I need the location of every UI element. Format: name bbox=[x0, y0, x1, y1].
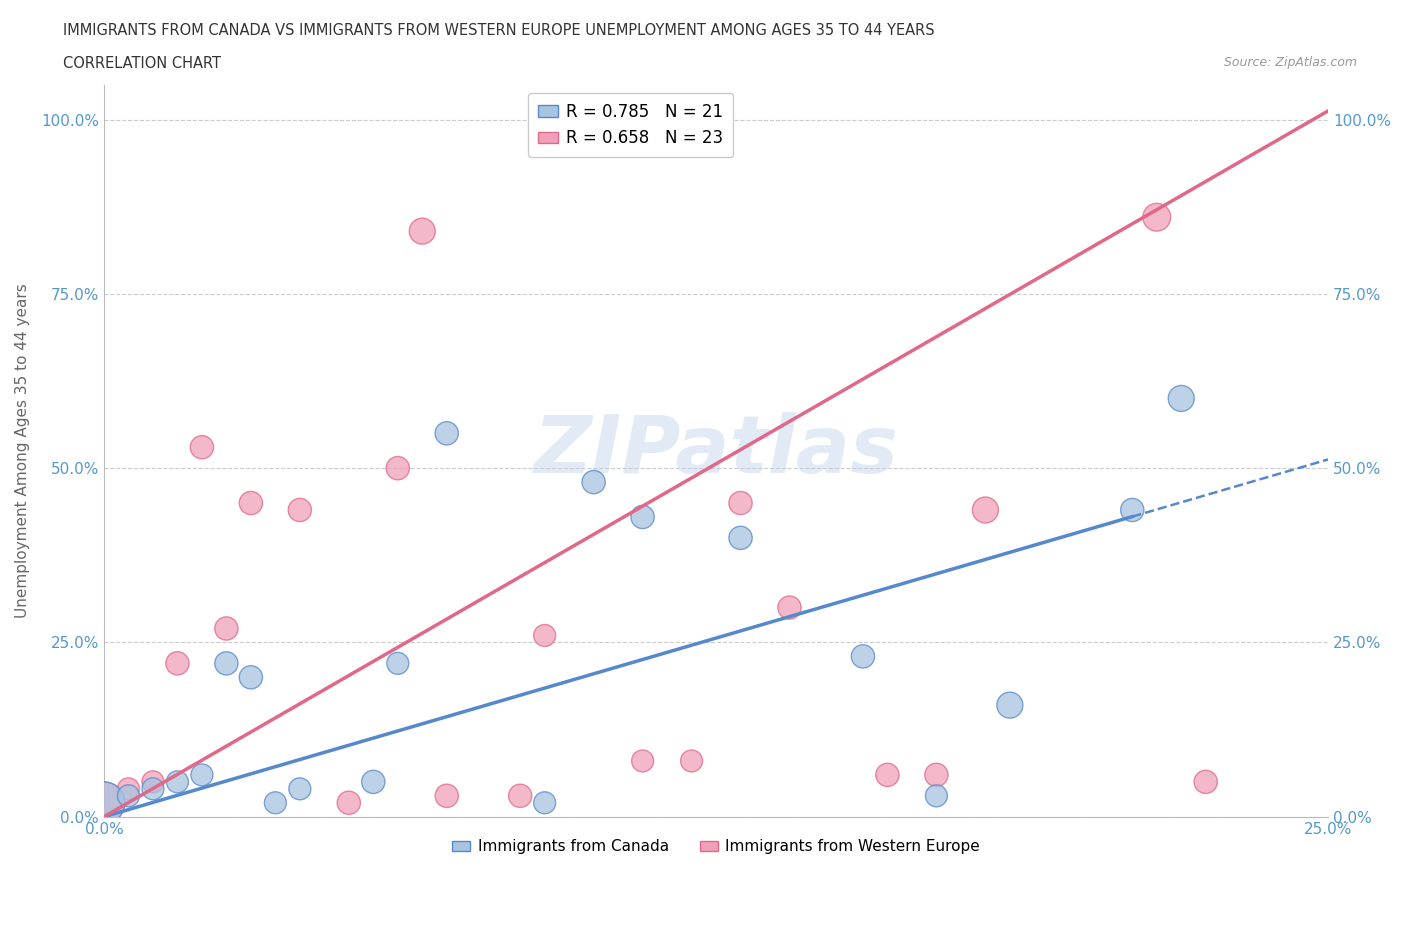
Point bbox=[998, 698, 1021, 712]
Point bbox=[166, 656, 188, 671]
Point bbox=[117, 781, 139, 796]
Legend: Immigrants from Canada, Immigrants from Western Europe: Immigrants from Canada, Immigrants from … bbox=[446, 833, 987, 860]
Point bbox=[142, 775, 165, 790]
Point bbox=[239, 670, 262, 684]
Point bbox=[387, 656, 409, 671]
Point bbox=[117, 789, 139, 804]
Point bbox=[852, 649, 875, 664]
Point bbox=[509, 789, 531, 804]
Point bbox=[974, 502, 997, 517]
Point bbox=[191, 440, 214, 455]
Point bbox=[93, 795, 115, 810]
Point bbox=[730, 530, 752, 545]
Point bbox=[925, 789, 948, 804]
Point bbox=[730, 496, 752, 511]
Point bbox=[876, 767, 898, 782]
Point bbox=[288, 502, 311, 517]
Point bbox=[361, 775, 384, 790]
Point bbox=[387, 460, 409, 475]
Point bbox=[166, 775, 188, 790]
Text: CORRELATION CHART: CORRELATION CHART bbox=[63, 56, 221, 71]
Point bbox=[1195, 775, 1218, 790]
Point bbox=[215, 656, 238, 671]
Point bbox=[631, 753, 654, 768]
Point bbox=[191, 767, 214, 782]
Point bbox=[239, 496, 262, 511]
Y-axis label: Unemployment Among Ages 35 to 44 years: Unemployment Among Ages 35 to 44 years bbox=[15, 284, 30, 618]
Point bbox=[142, 781, 165, 796]
Point bbox=[93, 795, 115, 810]
Point bbox=[533, 628, 555, 643]
Text: IMMIGRANTS FROM CANADA VS IMMIGRANTS FROM WESTERN EUROPE UNEMPLOYMENT AMONG AGES: IMMIGRANTS FROM CANADA VS IMMIGRANTS FRO… bbox=[63, 23, 935, 38]
Point bbox=[533, 795, 555, 810]
Point bbox=[779, 600, 801, 615]
Text: Source: ZipAtlas.com: Source: ZipAtlas.com bbox=[1223, 56, 1357, 69]
Text: ZIPatlas: ZIPatlas bbox=[533, 412, 898, 490]
Point bbox=[1170, 391, 1192, 405]
Point bbox=[288, 781, 311, 796]
Point bbox=[264, 795, 287, 810]
Point bbox=[337, 795, 360, 810]
Point bbox=[925, 767, 948, 782]
Point bbox=[1146, 210, 1168, 225]
Point bbox=[582, 474, 605, 489]
Point bbox=[631, 510, 654, 525]
Point bbox=[681, 753, 703, 768]
Point bbox=[1121, 502, 1143, 517]
Point bbox=[436, 789, 458, 804]
Point bbox=[436, 426, 458, 441]
Point bbox=[215, 621, 238, 636]
Point bbox=[411, 224, 433, 239]
